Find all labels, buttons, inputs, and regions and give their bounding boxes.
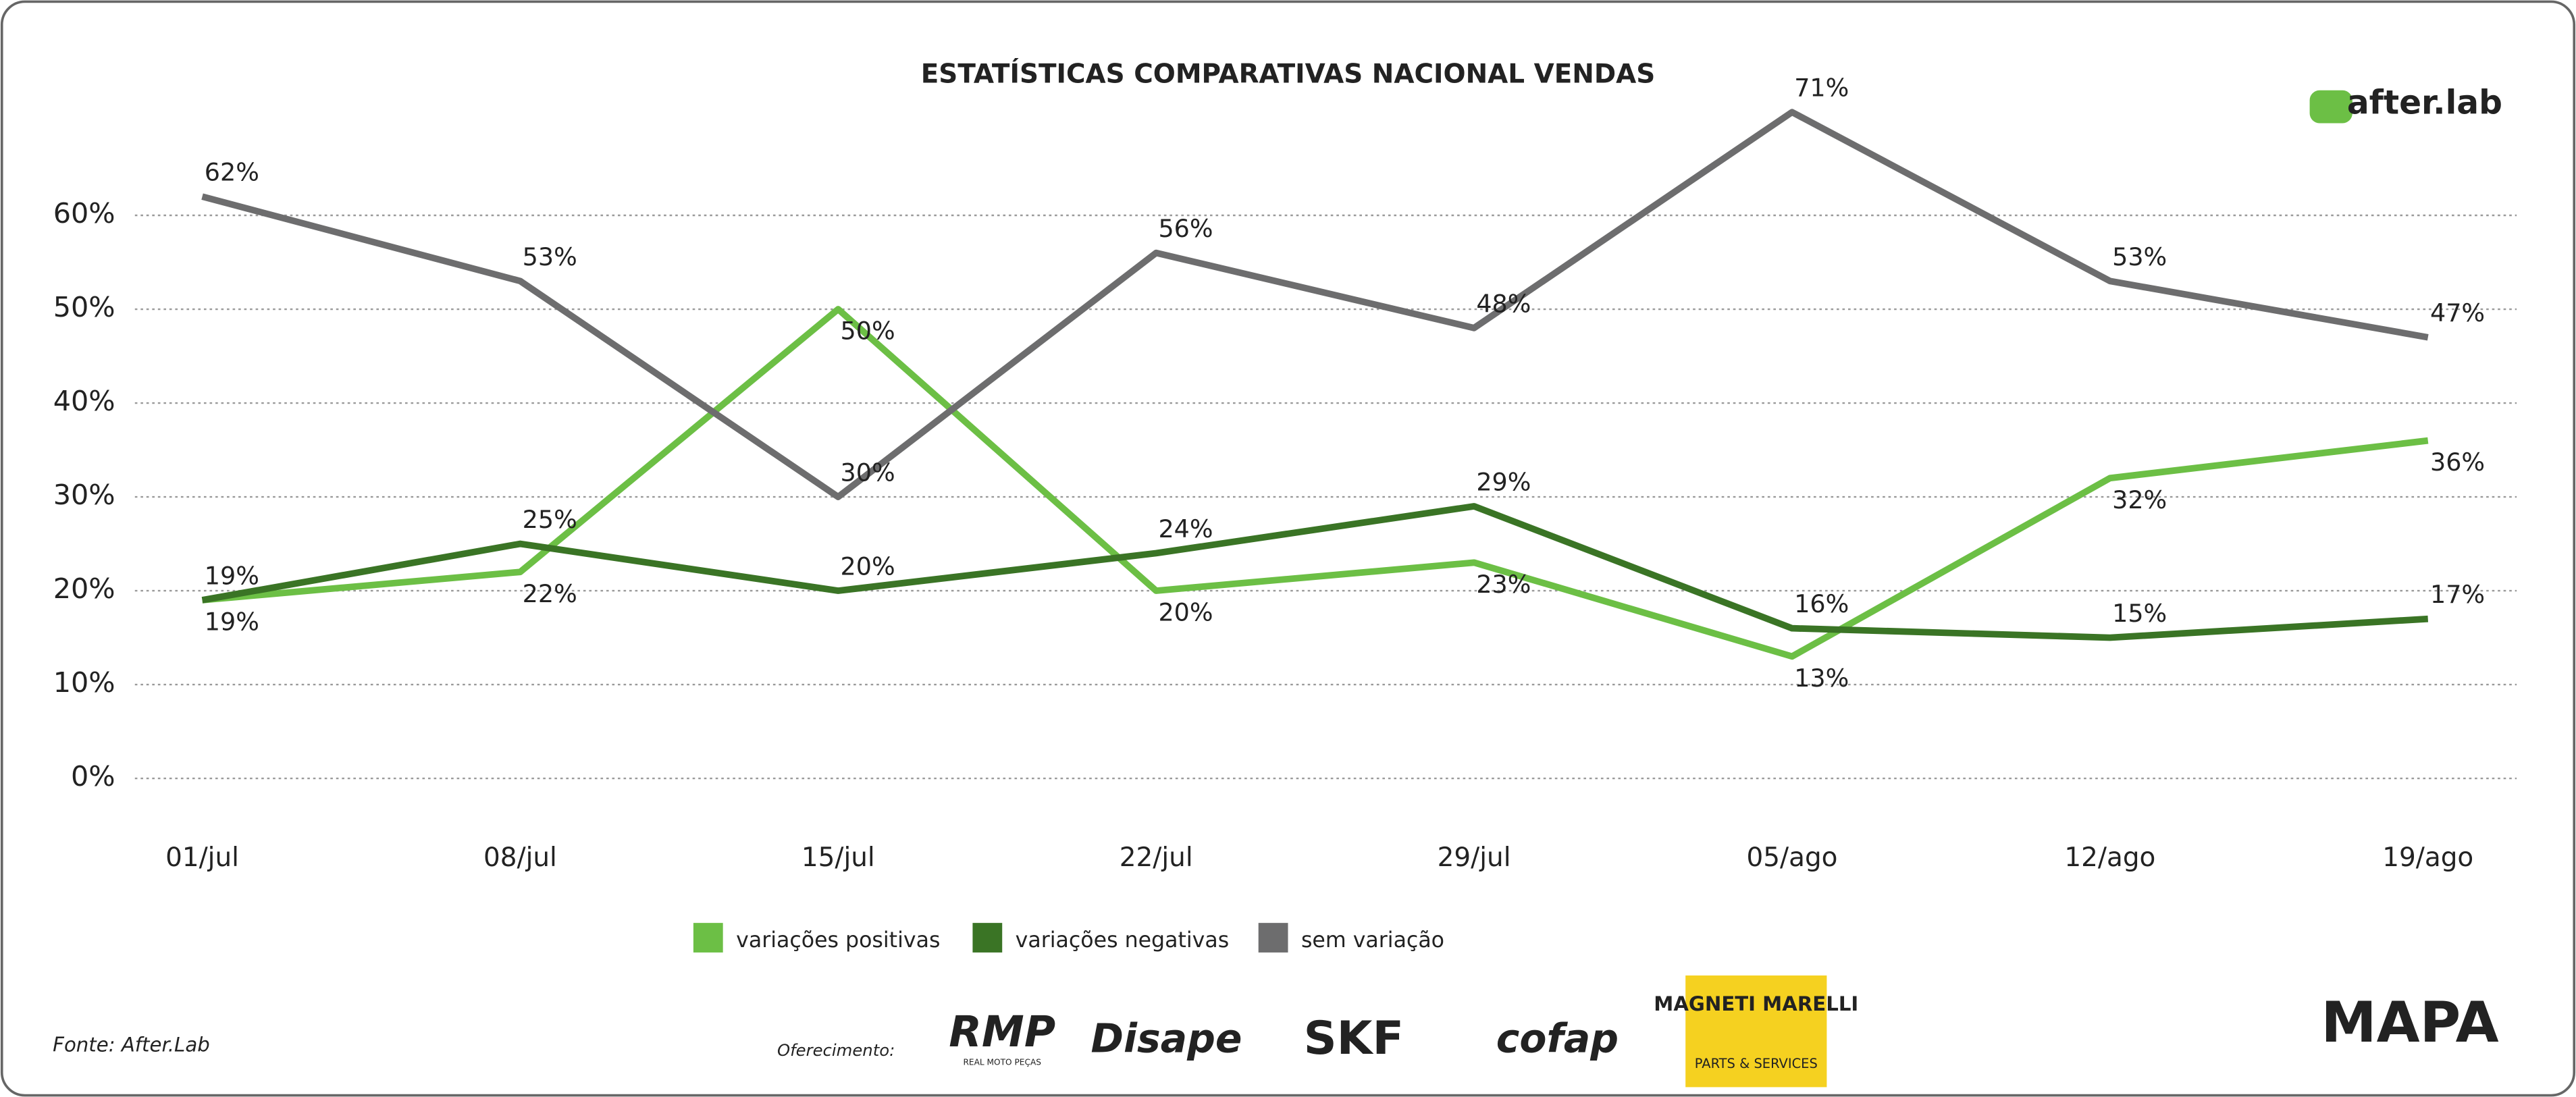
data-label: 53% (2112, 242, 2167, 271)
data-label: 19% (205, 561, 259, 590)
y-tick-label: 0% (71, 760, 115, 793)
legend-label: variações negativas (1016, 928, 1230, 953)
legend-label: sem variação (1301, 928, 1444, 953)
x-tick-label: 15/jul (801, 842, 875, 873)
data-label: 29% (1476, 467, 1531, 496)
legend-swatch (693, 923, 723, 953)
data-label: 32% (2112, 485, 2167, 514)
y-tick-label: 50% (53, 291, 115, 323)
data-label: 19% (205, 608, 259, 637)
data-label: 71% (1794, 74, 1849, 103)
data-label: 56% (1158, 214, 1213, 243)
chart-title: ESTATÍSTICAS COMPARATIVAS NACIONAL VENDA… (921, 57, 1656, 89)
data-label: 20% (1158, 598, 1213, 627)
data-label: 23% (1476, 570, 1531, 599)
data-label: 13% (1794, 664, 1849, 693)
data-label: 24% (1158, 514, 1213, 543)
data-label: 16% (1794, 589, 1849, 618)
legend-swatch (1258, 923, 1288, 953)
data-label: 53% (523, 242, 577, 271)
x-tick-label: 05/ago (1746, 842, 1837, 873)
data-label: 30% (841, 458, 895, 487)
x-tick-label: 08/jul (483, 842, 557, 873)
sponsor-subtext: REAL MOTO PEÇAS (963, 1057, 1041, 1067)
data-label: 25% (523, 505, 577, 534)
legend-swatch (972, 923, 1003, 953)
x-tick-label: 12/ago (2064, 842, 2155, 873)
x-tick-label: 29/jul (1438, 842, 1511, 873)
data-label: 15% (2112, 599, 2167, 628)
x-tick-label: 22/jul (1120, 842, 1193, 873)
y-tick-label: 20% (53, 572, 115, 605)
partner: MAPA (2321, 990, 2498, 1055)
data-label: 48% (1476, 289, 1531, 318)
x-tick-label: 19/ago (2382, 842, 2473, 873)
data-label: 22% (523, 579, 577, 608)
sponsor: MAGNETI MARELLI (1654, 992, 1858, 1015)
sponsor-box (1685, 975, 1827, 1088)
series-line (201, 503, 2429, 641)
y-tick-label: 30% (53, 479, 115, 511)
source: Fonte: After.Lab (53, 1034, 210, 1056)
series-line (201, 109, 2429, 500)
x-tick-label: 01/jul (165, 842, 239, 873)
data-label: 36% (2430, 448, 2485, 477)
sponsor: cofap (1496, 1015, 1619, 1061)
data-label: 17% (2430, 580, 2485, 609)
series-line (202, 306, 2429, 660)
legend-label: variações positivas (736, 928, 940, 953)
sponsor: RMP (949, 1007, 1055, 1056)
brand-icon (2309, 90, 2352, 124)
y-tick-label: 40% (53, 385, 115, 417)
sponsor: SKF (1304, 1012, 1404, 1065)
sponsor-label: Oferecimento: (777, 1040, 895, 1060)
y-tick-label: 60% (53, 197, 115, 230)
brand: after.lab (2347, 84, 2502, 122)
data-label: 62% (205, 158, 259, 187)
sponsors: RMP Disape SKF cofap MAGNETI MARELLI REAL MOT… (949, 975, 1858, 1088)
sponsor: Disape (1090, 1015, 1242, 1061)
data-label: 47% (2430, 298, 2485, 327)
data-label: 50% (841, 317, 895, 346)
y-tick-label: 10% (53, 666, 115, 699)
data-label: 20% (841, 552, 895, 581)
sponsor-subtext: PARTS & SERVICES (1695, 1056, 1818, 1071)
